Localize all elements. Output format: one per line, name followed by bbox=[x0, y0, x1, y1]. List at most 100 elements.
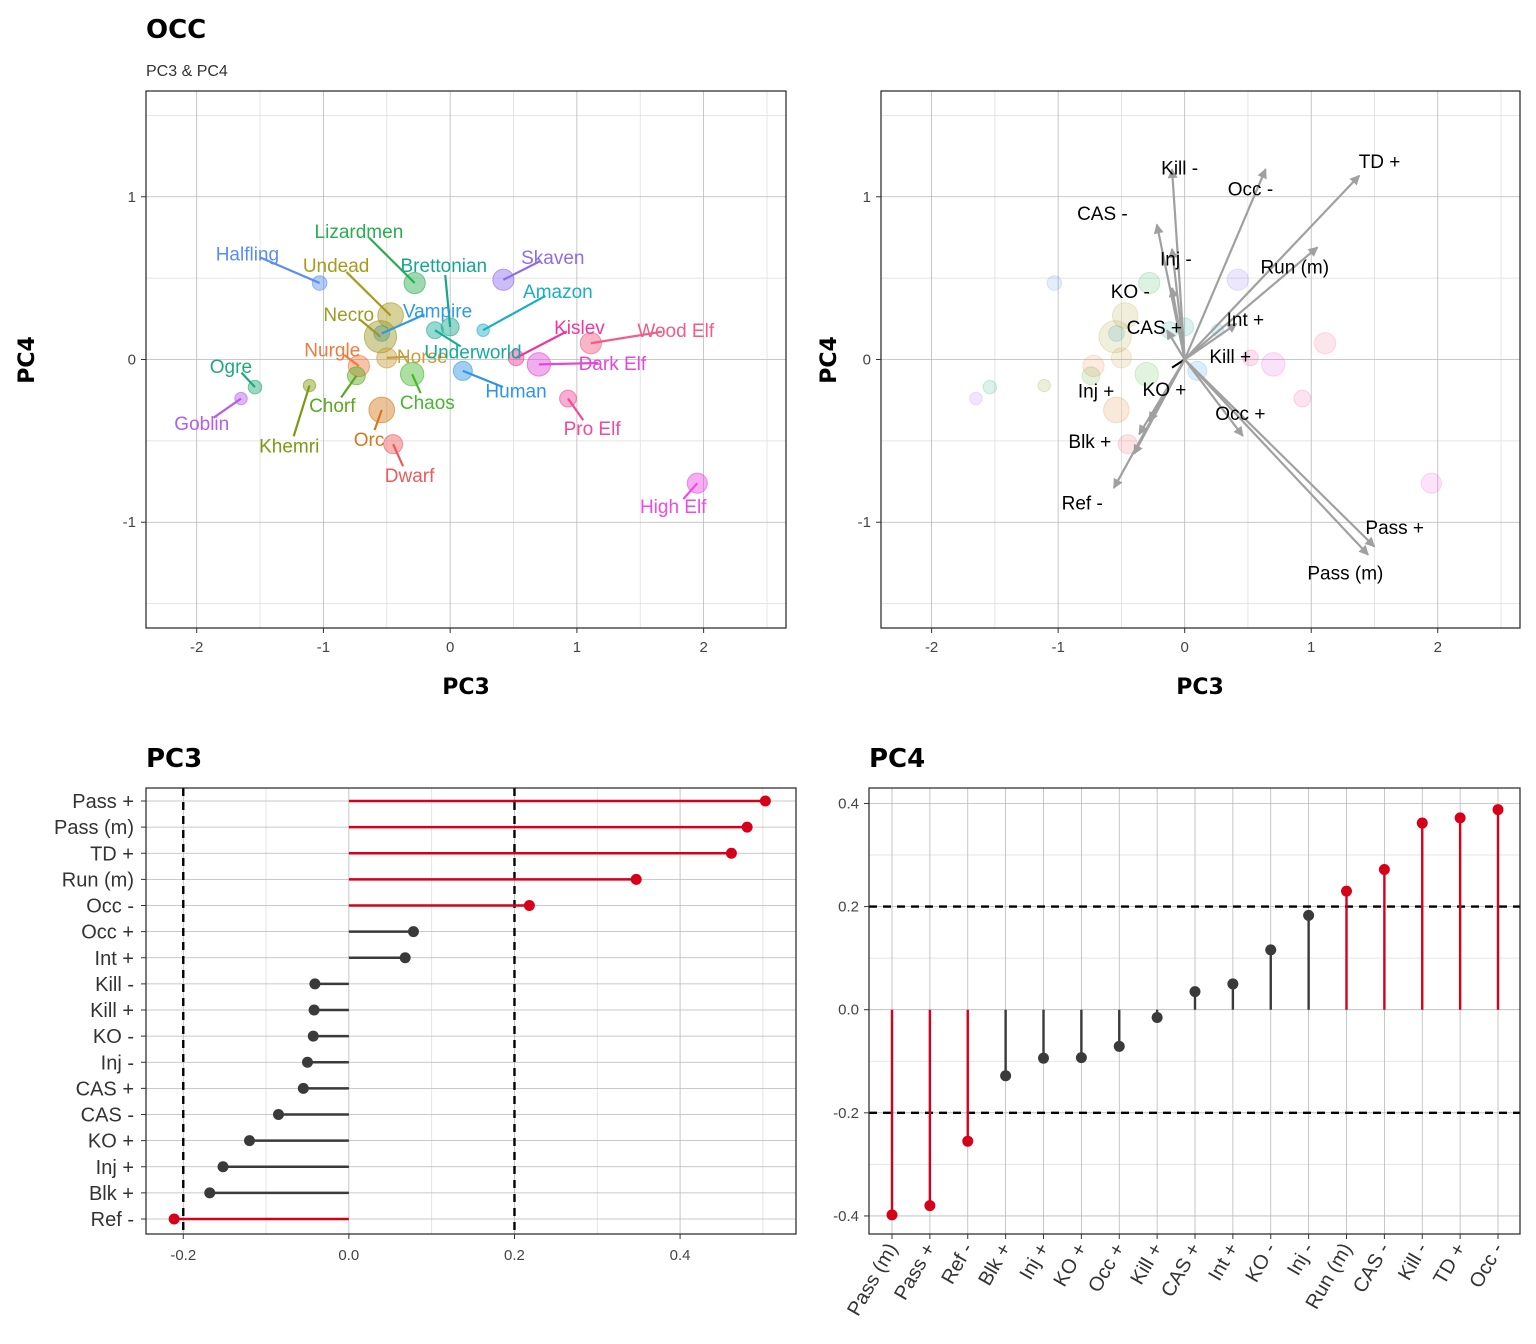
loading-arrow bbox=[1183, 358, 1369, 556]
y-tick-label: Inj - bbox=[101, 1052, 134, 1074]
chart-subtitle: PC3 & PC4 bbox=[146, 63, 228, 80]
x-tick-label: 0 bbox=[1181, 639, 1189, 656]
label-connector bbox=[434, 329, 462, 348]
lollipop-dot bbox=[1454, 812, 1466, 824]
team-label: Undead bbox=[303, 256, 370, 277]
label-connector bbox=[386, 355, 409, 359]
arrow-label: Pass (m) bbox=[1307, 564, 1383, 585]
team-label: Lizardmen bbox=[315, 222, 404, 243]
team-labels: Halfling Undead Lizardmen Brettonian Skaven A… bbox=[174, 222, 715, 518]
label-connector bbox=[392, 443, 405, 467]
lollipop-dot bbox=[308, 1004, 320, 1016]
label-connector bbox=[345, 271, 392, 317]
loading-arrow bbox=[1183, 358, 1376, 548]
y-tick-label: Occ + bbox=[81, 922, 134, 944]
y-tick-label: -0.4 bbox=[833, 1208, 859, 1225]
x-tick-label: Occ + bbox=[1084, 1240, 1129, 1297]
y-tick-label: -1 bbox=[858, 514, 871, 531]
label-connector bbox=[340, 375, 358, 398]
x-tick-label: -1 bbox=[1051, 639, 1064, 656]
lollipop-dot bbox=[244, 1135, 256, 1147]
scatter-panel-teams: OCC PC3 & PC4 Halfling Undead Lizardmen Bre… bbox=[15, 15, 787, 700]
plot-border bbox=[145, 787, 797, 1235]
y-tick-label: Run (m) bbox=[62, 869, 134, 891]
loading-arrows bbox=[1112, 168, 1376, 556]
faded-team-point bbox=[1261, 352, 1286, 377]
team-label: Orc bbox=[354, 430, 385, 451]
faded-team-point bbox=[1098, 320, 1132, 354]
arrow-label: Pass + bbox=[1365, 518, 1424, 539]
lollipop-dot bbox=[1416, 817, 1428, 829]
lollipop-dot bbox=[759, 795, 771, 807]
label-connector bbox=[515, 330, 568, 359]
loading-arrow bbox=[1183, 358, 1244, 437]
x-tick-label: 0 bbox=[446, 639, 454, 656]
label-connector bbox=[502, 260, 541, 281]
lollipop-dot bbox=[309, 978, 321, 990]
y-tick-label: 0.0 bbox=[838, 1002, 859, 1019]
team-label: Necro bbox=[323, 305, 374, 326]
lollipop-marks bbox=[886, 804, 1504, 1221]
y-tick-label: -1 bbox=[123, 514, 136, 531]
lollipop-dot bbox=[204, 1187, 216, 1199]
faded-team-point bbox=[1420, 472, 1442, 494]
label-connector bbox=[462, 369, 504, 388]
axis-ticks: -0.2 0.0 0.2 0.4 Pass + Pass (m) TD + Run (m) Oc… bbox=[54, 791, 691, 1264]
lollipop-dot bbox=[168, 1213, 180, 1225]
loading-arrow bbox=[1183, 174, 1361, 361]
team-label: Kislev bbox=[554, 318, 605, 339]
faded-team-point bbox=[1293, 389, 1312, 408]
team-label: Human bbox=[485, 381, 546, 402]
x-axis-label: PC3 bbox=[442, 675, 490, 700]
label-connector bbox=[213, 397, 242, 419]
y-tick-label: TD + bbox=[90, 843, 134, 865]
y-tick-label: Kill + bbox=[90, 1000, 134, 1022]
x-tick-label: Int + bbox=[1204, 1240, 1243, 1285]
faded-team-point bbox=[1081, 366, 1101, 386]
y-tick-label: KO + bbox=[88, 1131, 134, 1153]
lollipop-dot bbox=[407, 926, 419, 938]
arrow-label: Occ + bbox=[1215, 404, 1265, 425]
faded-team-point bbox=[1226, 268, 1249, 291]
label-connector bbox=[682, 482, 699, 500]
lollipop-marks bbox=[168, 795, 771, 1225]
lollipop-dot bbox=[217, 1161, 229, 1173]
lollipop-dot bbox=[924, 1200, 936, 1212]
team-label: Khemri bbox=[259, 437, 319, 458]
lollipop-dot bbox=[1075, 1052, 1087, 1064]
chart-title: PC3 bbox=[146, 744, 202, 774]
y-tick-label: -0.2 bbox=[833, 1105, 859, 1122]
team-label: Ogre bbox=[210, 357, 252, 378]
x-tick-label: CAS - bbox=[1349, 1240, 1395, 1297]
label-connector bbox=[259, 256, 321, 285]
y-tick-label: Pass (m) bbox=[54, 817, 134, 839]
x-tick-label: 2 bbox=[1434, 639, 1442, 656]
arrow-label: Inj + bbox=[1078, 381, 1114, 402]
loading-arrow bbox=[1166, 329, 1186, 361]
faded-team-point bbox=[1108, 325, 1125, 342]
x-tick-label: -1 bbox=[317, 639, 330, 656]
team-point bbox=[346, 366, 366, 386]
team-label: Amazon bbox=[523, 282, 593, 303]
team-point bbox=[311, 275, 328, 291]
lollipop-dot bbox=[272, 1109, 284, 1120]
arrow-label: Ref - bbox=[1062, 494, 1103, 515]
lollipop-dot bbox=[307, 1030, 319, 1042]
label-connector bbox=[368, 236, 416, 284]
chart-title: OCC bbox=[146, 15, 206, 45]
team-label: Brettonian bbox=[401, 256, 488, 277]
arrow-label: Blk + bbox=[1068, 432, 1111, 453]
x-tick-label: -2 bbox=[190, 639, 203, 656]
lollipop-dot bbox=[886, 1209, 898, 1221]
x-tick-label: 0.4 bbox=[670, 1247, 691, 1264]
arrow-label: Kill - bbox=[1161, 158, 1198, 179]
lollipop-dot bbox=[1000, 1070, 1012, 1082]
x-tick-label: 0.2 bbox=[504, 1247, 525, 1264]
arrow-label: Run (m) bbox=[1260, 258, 1329, 279]
y-tick-label: Occ - bbox=[86, 896, 134, 918]
y-tick-label: CAS + bbox=[76, 1078, 134, 1100]
loading-arrow bbox=[1168, 247, 1186, 360]
y-tick-label: 0 bbox=[863, 352, 871, 369]
loading-arrow bbox=[1153, 223, 1186, 360]
chart-title: PC4 bbox=[869, 744, 925, 774]
